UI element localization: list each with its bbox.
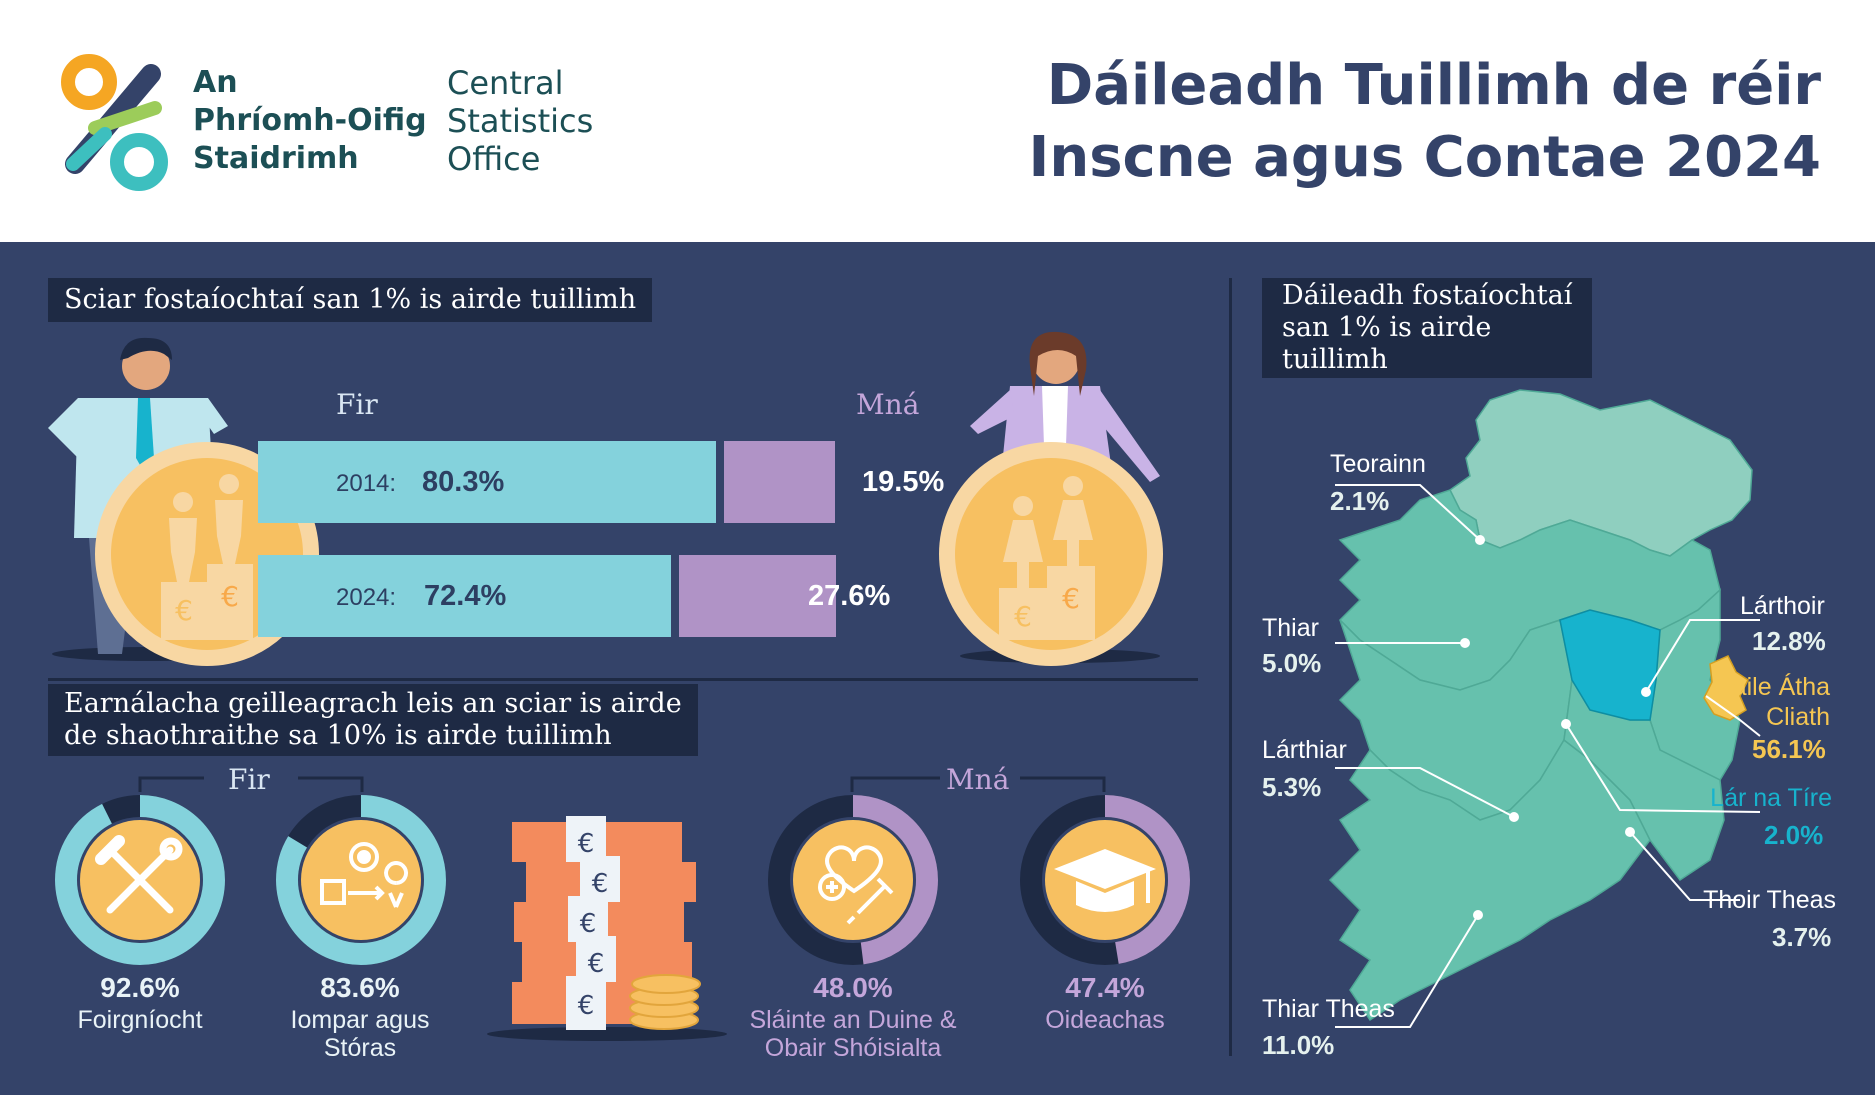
money-stack-icon: € € € € €: [487, 816, 727, 1041]
woman-coin-icon: € €: [939, 442, 1163, 666]
women-bracket-line: [850, 776, 1106, 792]
year-2024-label: 2024:: [336, 584, 397, 611]
logo-irish-text: An Phríomh-Oifig Staidrimh: [193, 65, 427, 176]
donut-oideachas: [1020, 795, 1190, 965]
header: An Phríomh-Oifig Staidrimh Central Stati…: [0, 0, 1875, 242]
region-pct-larthiar: 5.3%: [1262, 772, 1322, 802]
men-2014-value: 80.3%: [422, 466, 505, 498]
svg-text:€: €: [221, 580, 239, 613]
men-2024-value: 72.4%: [424, 580, 507, 612]
sector-pct-iompar: 83.6%: [320, 972, 400, 1003]
region-label-larthiar: Lárthiar: [1262, 736, 1347, 764]
region-label-teorainn: Teorainn: [1330, 450, 1426, 478]
men-label: Fir: [336, 388, 378, 421]
sector-pct-oideachas: 47.4%: [1065, 972, 1145, 1003]
ireland-map: [1328, 389, 1761, 1028]
region-label-thiar: Thiar: [1262, 614, 1319, 642]
donut-foirgniocht: [55, 795, 225, 965]
section-divider-horizontal: [48, 678, 1198, 681]
region-pct-thiar: 5.0%: [1262, 648, 1322, 678]
cso-logo-icon: [61, 54, 168, 191]
top-share-section-label: Sciar fostaíochtaí san 1% is airde tuill…: [48, 278, 653, 322]
map-section-label: Dáileadh fostaíochtaí san 1% is airde tu…: [1262, 278, 1593, 378]
region-pct-thoir-theas: 3.7%: [1772, 922, 1832, 952]
sectors-section-label: Earnálacha geilleagrach leis an sciar is…: [48, 684, 698, 756]
region-label-baile-atha-cliath: Baile Átha Cliath: [1716, 673, 1830, 731]
region-lar-na-tire: [1559, 609, 1661, 721]
svg-text:€: €: [578, 829, 595, 859]
women-2024-value: 27.6%: [808, 580, 891, 612]
hammer-wrench-icon: [95, 835, 183, 914]
bar-women-2024: [678, 555, 836, 637]
region-pct-larthoir: 12.8%: [1752, 626, 1826, 656]
sector-pct-foirgniocht: 92.6%: [100, 972, 180, 1003]
health-heart-icon: [818, 845, 894, 925]
svg-text:€: €: [1014, 600, 1032, 633]
sector-name-iompar: Iompar agus Stóras: [290, 1006, 430, 1062]
women-label: Mná: [856, 388, 920, 421]
sector-name-foirgniocht: Foirgníocht: [77, 1006, 203, 1034]
page-title: Dáileadh Tuillimh de réir Inscne agus Co…: [1028, 53, 1821, 190]
donut-iompar-agus-storas: [276, 795, 446, 965]
svg-text:€: €: [578, 991, 595, 1021]
region-label-thiar-theas: Thiar Theas: [1262, 995, 1395, 1023]
region-pct-thiar-theas: 11.0%: [1262, 1030, 1335, 1060]
transport-gear-icon: [320, 842, 409, 908]
region-pct-teorainn: 2.1%: [1330, 486, 1390, 516]
region-pct-lar-na-tire: 2.0%: [1764, 820, 1824, 850]
graduation-cap-icon: [1054, 849, 1156, 912]
women-2014-value: 19.5%: [862, 466, 945, 498]
bar-men-2014: [258, 441, 716, 523]
sector-pct-slainte: 48.0%: [813, 972, 893, 1003]
logo-english-text: Central Statistics Office: [447, 64, 594, 178]
sectors-men-label: Fir: [228, 763, 270, 796]
sector-name-oideachas: Oideachas: [1045, 1006, 1165, 1034]
region-label-larthoir: Lárthoir: [1740, 592, 1825, 620]
svg-text:€: €: [1062, 582, 1080, 615]
svg-text:€: €: [580, 909, 597, 939]
year-2014-label: 2014:: [336, 470, 397, 497]
svg-text:€: €: [588, 949, 605, 979]
region-label-lar-na-tire: Lár na Tíre: [1710, 784, 1832, 812]
sectors-women-label: Mná: [946, 763, 1010, 796]
svg-text:€: €: [592, 869, 609, 899]
bar-men-2024: [258, 555, 671, 637]
region-label-thoir-theas: Thoir Theas: [1703, 886, 1836, 914]
region-pct-baile-atha-cliath: 56.1%: [1752, 734, 1826, 764]
section-divider-vertical: [1229, 278, 1232, 1056]
sector-name-slainte: Sláinte an Duine & Obair Shóisialta: [749, 1006, 957, 1062]
bar-women-2014: [723, 441, 835, 523]
men-bracket-line: [138, 776, 364, 792]
svg-text:€: €: [175, 594, 193, 627]
region-baile-atha-cliath: [1703, 655, 1749, 721]
donut-slainte-an-duine: [768, 795, 938, 965]
region-thiar-theas: [1328, 738, 1651, 1022]
